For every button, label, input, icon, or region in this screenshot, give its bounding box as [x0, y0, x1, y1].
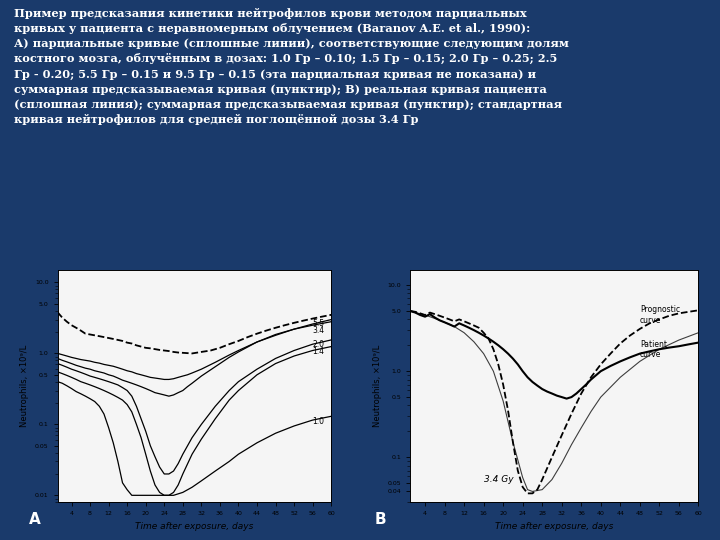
Text: 5.5: 5.5	[312, 320, 325, 328]
Text: Patient
curve: Patient curve	[640, 340, 667, 359]
Text: 3.4 Gy: 3.4 Gy	[484, 475, 513, 484]
Text: 1.0: 1.0	[312, 417, 325, 426]
Text: Пример предсказания кинетики нейтрофилов крови методом парциальных
кривых у паци: Пример предсказания кинетики нейтрофилов…	[14, 8, 570, 125]
Text: 1.4: 1.4	[312, 347, 325, 356]
Y-axis label: Neutrophils, ×10⁹/L: Neutrophils, ×10⁹/L	[373, 345, 382, 427]
Text: 3.4: 3.4	[312, 326, 325, 335]
Text: B: B	[374, 512, 386, 527]
Text: Prognostic
curve: Prognostic curve	[640, 305, 680, 325]
X-axis label: Time after exposure, days: Time after exposure, days	[495, 522, 613, 531]
Text: 2.0: 2.0	[312, 340, 325, 349]
Y-axis label: Neutrophils, ×10⁹/L: Neutrophils, ×10⁹/L	[20, 345, 30, 427]
Text: A: A	[29, 512, 40, 527]
X-axis label: Time after exposure, days: Time after exposure, days	[135, 522, 253, 531]
